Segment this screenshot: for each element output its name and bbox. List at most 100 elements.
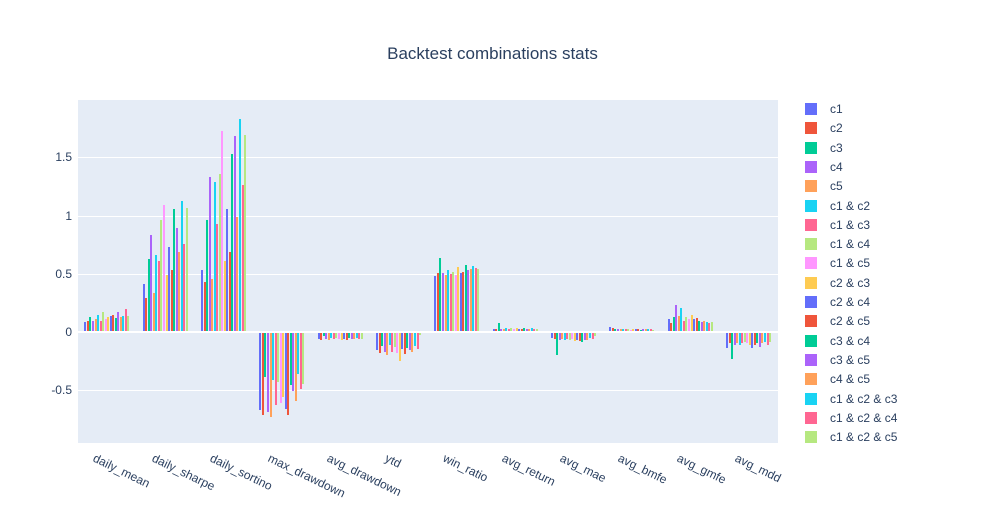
bar-c4&c5-avg_drawdown — [353, 333, 356, 339]
bar-c1&c4-win_ratio — [452, 271, 455, 331]
legend-swatch — [805, 392, 817, 405]
bar-c4&c5-avg_bmfe — [644, 329, 647, 331]
bar-c5-ytd — [386, 333, 389, 356]
legend-item-c2&c4[interactable]: c2 & c4 — [805, 294, 870, 310]
bar-c4&c5-avg_mae — [586, 333, 589, 340]
bar-c3&c4-avg_gmfe — [698, 320, 701, 331]
plot-area — [78, 100, 778, 443]
legend-label: c1 & c2 — [830, 198, 871, 213]
bar-c1&c2&c4-avg_gmfe — [708, 322, 711, 331]
bar-c5-max_drawdown — [269, 333, 272, 417]
legend-label: c1 & c5 — [830, 256, 871, 271]
bar-c4-avg_bmfe — [616, 328, 619, 331]
legend-item-c1&c3[interactable]: c1 & c3 — [805, 217, 870, 233]
legend-item-c4[interactable]: c4 — [805, 159, 843, 175]
x-tick-label-win_ratio: win_ratio — [441, 451, 491, 485]
bar-c2&c4-daily_sortino — [226, 208, 229, 331]
bar-c4&c5-daily_mean — [119, 317, 122, 331]
legend-item-c3[interactable]: c3 — [805, 140, 843, 156]
bar-c2&c4-avg_return — [518, 328, 521, 331]
bar-c3&c5-daily_sharpe — [175, 228, 178, 331]
bar-c1&c2&c3-avg_gmfe — [705, 321, 708, 331]
bar-c3-win_ratio — [439, 257, 442, 331]
bar-c2-avg_gmfe — [670, 322, 673, 331]
bar-c3&c4-avg_mdd — [756, 333, 759, 344]
legend-item-c2&c3[interactable]: c2 & c3 — [805, 275, 870, 291]
bar-c2-max_drawdown — [261, 333, 264, 415]
legend-label: c4 — [830, 159, 843, 174]
bar-c1&c2&c5-avg_mae — [594, 333, 597, 337]
legend-item-c1&c2&c4[interactable]: c1 & c2 & c4 — [805, 410, 897, 426]
bar-c1&c5-ytd — [396, 333, 399, 353]
legend-item-c4&c5[interactable]: c4 & c5 — [805, 371, 870, 387]
bar-c1&c2-daily_sortino — [213, 181, 216, 331]
bar-c2&c3-avg_drawdown — [340, 333, 343, 340]
legend-item-c3&c4[interactable]: c3 & c4 — [805, 333, 870, 349]
bar-c1&c3-avg_drawdown — [332, 333, 335, 339]
bar-c5-avg_mae — [561, 333, 564, 339]
bar-c1&c2&c5-avg_gmfe — [710, 321, 713, 331]
bar-c2&c4-avg_bmfe — [634, 329, 637, 331]
bar-c1&c2&c5-daily_mean — [127, 315, 130, 331]
legend-item-c1&c2[interactable]: c1 & c2 — [805, 198, 870, 214]
bar-c1&c2&c4-win_ratio — [474, 268, 477, 331]
legend-swatch — [805, 353, 817, 366]
bar-c1&c4-avg_drawdown — [335, 333, 338, 338]
bar-c2&c4-daily_mean — [109, 315, 112, 331]
bar-c1-avg_return — [492, 328, 495, 331]
legend-item-c3&c5[interactable]: c3 & c5 — [805, 352, 870, 368]
bar-c1&c3-max_drawdown — [274, 333, 277, 406]
bar-c1&c5-avg_return — [512, 329, 515, 331]
bar-c4-avg_drawdown — [325, 333, 328, 339]
bar-c3&c5-ytd — [408, 333, 411, 351]
bar-c1&c5-avg_mdd — [746, 333, 749, 344]
legend-label: c1 & c2 & c5 — [830, 430, 898, 445]
legend-swatch — [805, 141, 817, 154]
legend-label: c2 & c4 — [830, 295, 871, 309]
bar-c1&c2&c5-daily_sharpe — [185, 207, 188, 331]
legend-item-c5[interactable]: c5 — [805, 178, 843, 194]
bar-c1&c2&c5-avg_bmfe — [652, 329, 655, 331]
bar-c1&c2&c5-avg_return — [535, 329, 538, 331]
bar-c2&c4-max_drawdown — [284, 333, 287, 409]
legend-item-c2[interactable]: c2 — [805, 120, 843, 136]
bar-c1&c3-avg_gmfe — [682, 320, 685, 331]
gridline — [78, 273, 778, 275]
legend-swatch — [805, 199, 817, 212]
bar-c2-avg_return — [495, 329, 498, 331]
legend-item-c2&c5[interactable]: c2 & c5 — [805, 313, 870, 329]
bar-c3&c5-avg_return — [525, 328, 528, 331]
bar-c2&c3-avg_return — [515, 327, 518, 331]
gridline — [78, 390, 778, 392]
x-tick-label-daily_mean: daily_mean — [91, 451, 153, 491]
bar-c1&c4-avg_mdd — [743, 333, 746, 343]
gridline — [78, 157, 778, 159]
bar-c1&c5-daily_sharpe — [162, 205, 165, 331]
legend-swatch — [805, 218, 817, 231]
chart-title: Backtest combinations stats — [387, 44, 598, 63]
bar-c1-avg_mdd — [726, 333, 729, 349]
bar-c2&c3-max_drawdown — [282, 333, 285, 398]
legend-item-c1[interactable]: c1 — [805, 101, 843, 117]
bar-c1&c3-avg_bmfe — [624, 329, 627, 331]
bar-c3-daily_mean — [89, 317, 92, 331]
legend-label: c3 & c4 — [830, 333, 871, 348]
bar-c4&c5-daily_sharpe — [178, 251, 181, 331]
legend-item-c1&c5[interactable]: c1 & c5 — [805, 255, 870, 271]
bar-c1&c5-avg_gmfe — [687, 319, 690, 331]
bar-c2&c4-avg_mdd — [751, 333, 754, 349]
bar-c1&c2-max_drawdown — [272, 333, 275, 380]
bar-c1&c2&c4-avg_bmfe — [649, 329, 652, 331]
legend-swatch — [805, 180, 817, 193]
bar-c3&c5-avg_bmfe — [642, 329, 645, 331]
y-tick-label: 1.5 — [55, 150, 72, 165]
legend-item-c1&c2&c5[interactable]: c1 & c2 & c5 — [805, 429, 897, 445]
legend-item-c1&c2&c3[interactable]: c1 & c2 & c3 — [805, 391, 897, 407]
bar-c2&c4-avg_drawdown — [343, 333, 346, 339]
bar-c5-avg_mdd — [736, 333, 739, 344]
bar-c2&c5-ytd — [403, 333, 406, 354]
legend-item-c1&c4[interactable]: c1 & c4 — [805, 236, 870, 252]
bar-c2&c3-daily_sortino — [223, 261, 226, 331]
bar-c2&c4-win_ratio — [459, 272, 462, 331]
bar-c2&c5-avg_gmfe — [695, 318, 698, 331]
